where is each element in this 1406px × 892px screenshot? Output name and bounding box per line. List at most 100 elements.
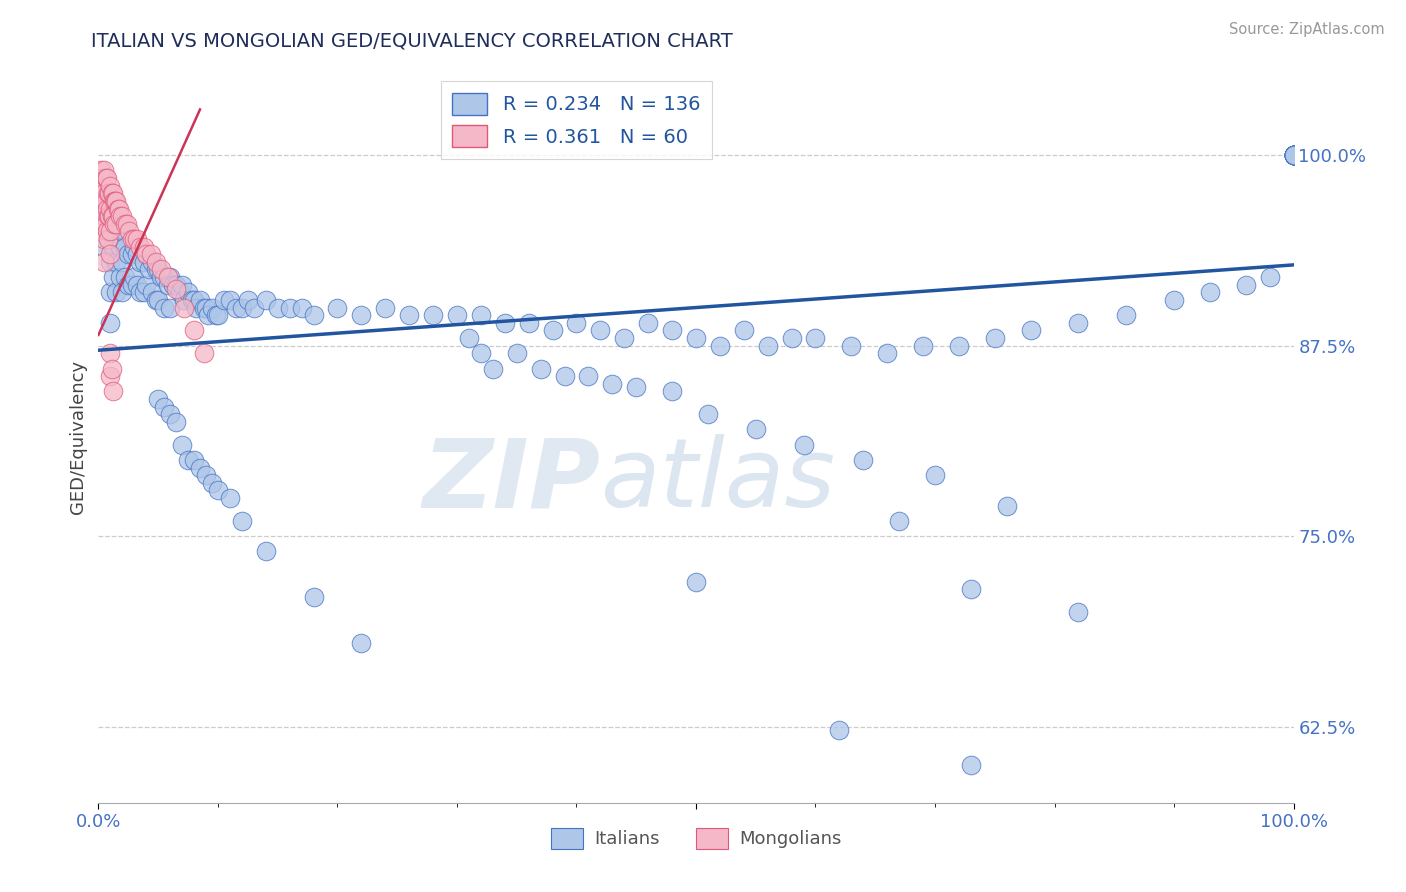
Point <box>117 277 139 292</box>
Point <box>159 270 181 285</box>
Point <box>852 453 875 467</box>
Point <box>254 544 277 558</box>
Point <box>1282 148 1305 162</box>
Point <box>93 232 115 246</box>
Point <box>101 239 124 253</box>
Point <box>1019 323 1042 337</box>
Point <box>93 209 115 223</box>
Point <box>148 293 170 307</box>
Point <box>98 316 122 330</box>
Point <box>105 255 128 269</box>
Point <box>995 499 1018 513</box>
Point <box>138 262 160 277</box>
Point <box>149 262 172 277</box>
Point <box>197 308 219 322</box>
Point <box>93 255 115 269</box>
Point <box>530 361 553 376</box>
Point <box>121 277 143 292</box>
Point <box>100 361 122 376</box>
Point <box>984 331 1007 345</box>
Point <box>94 194 117 208</box>
Point <box>118 224 141 238</box>
Point <box>626 380 648 394</box>
Point <box>153 270 176 285</box>
Point <box>98 202 122 216</box>
Point <box>101 186 124 201</box>
Point <box>125 232 148 246</box>
Point <box>97 232 120 246</box>
Point <box>124 239 146 253</box>
Point <box>254 293 277 307</box>
Point <box>93 186 115 201</box>
Point <box>685 331 707 345</box>
Point <box>302 590 325 604</box>
Point <box>506 346 529 360</box>
Point <box>1282 148 1305 162</box>
Point <box>105 194 128 208</box>
Point <box>105 217 128 231</box>
Point <box>481 361 505 376</box>
Point <box>135 277 157 292</box>
Point <box>93 209 115 223</box>
Point <box>148 262 170 277</box>
Point <box>201 475 224 490</box>
Point <box>470 346 492 360</box>
Point <box>103 217 125 231</box>
Point <box>1282 148 1305 162</box>
Point <box>105 224 128 238</box>
Point <box>745 422 768 436</box>
Point <box>195 468 218 483</box>
Point <box>108 239 131 253</box>
Point <box>100 209 122 223</box>
Point <box>98 247 122 261</box>
Point <box>828 723 851 737</box>
Point <box>183 453 205 467</box>
Point <box>204 308 226 322</box>
Point <box>111 285 134 300</box>
Point <box>793 438 815 452</box>
Point <box>98 255 122 269</box>
Point <box>117 247 139 261</box>
Point <box>911 339 934 353</box>
Point <box>177 285 200 300</box>
Point <box>350 636 373 650</box>
Point <box>193 301 215 315</box>
Point <box>90 194 112 208</box>
Point <box>398 308 420 322</box>
Point <box>1282 148 1305 162</box>
Point <box>98 285 122 300</box>
Point <box>889 514 911 528</box>
Point <box>1282 148 1305 162</box>
Point <box>93 163 115 178</box>
Point <box>96 224 118 238</box>
Point <box>108 270 131 285</box>
Point <box>90 163 112 178</box>
Point <box>517 316 540 330</box>
Point <box>188 293 211 307</box>
Point <box>107 202 129 216</box>
Point <box>111 209 134 223</box>
Point <box>193 346 215 360</box>
Point <box>141 285 163 300</box>
Point <box>172 438 194 452</box>
Point <box>153 301 176 315</box>
Point <box>374 301 396 315</box>
Point <box>231 514 253 528</box>
Point <box>231 301 253 315</box>
Point <box>326 301 349 315</box>
Point <box>129 239 152 253</box>
Point <box>132 285 155 300</box>
Point <box>924 468 946 483</box>
Point <box>111 255 134 269</box>
Point <box>302 308 325 322</box>
Point <box>180 293 202 307</box>
Point <box>94 217 117 231</box>
Point <box>135 247 157 261</box>
Point <box>186 301 208 315</box>
Point <box>780 331 803 345</box>
Point <box>554 369 576 384</box>
Point <box>661 323 683 337</box>
Point <box>494 316 516 330</box>
Point <box>1282 148 1305 162</box>
Point <box>124 232 146 246</box>
